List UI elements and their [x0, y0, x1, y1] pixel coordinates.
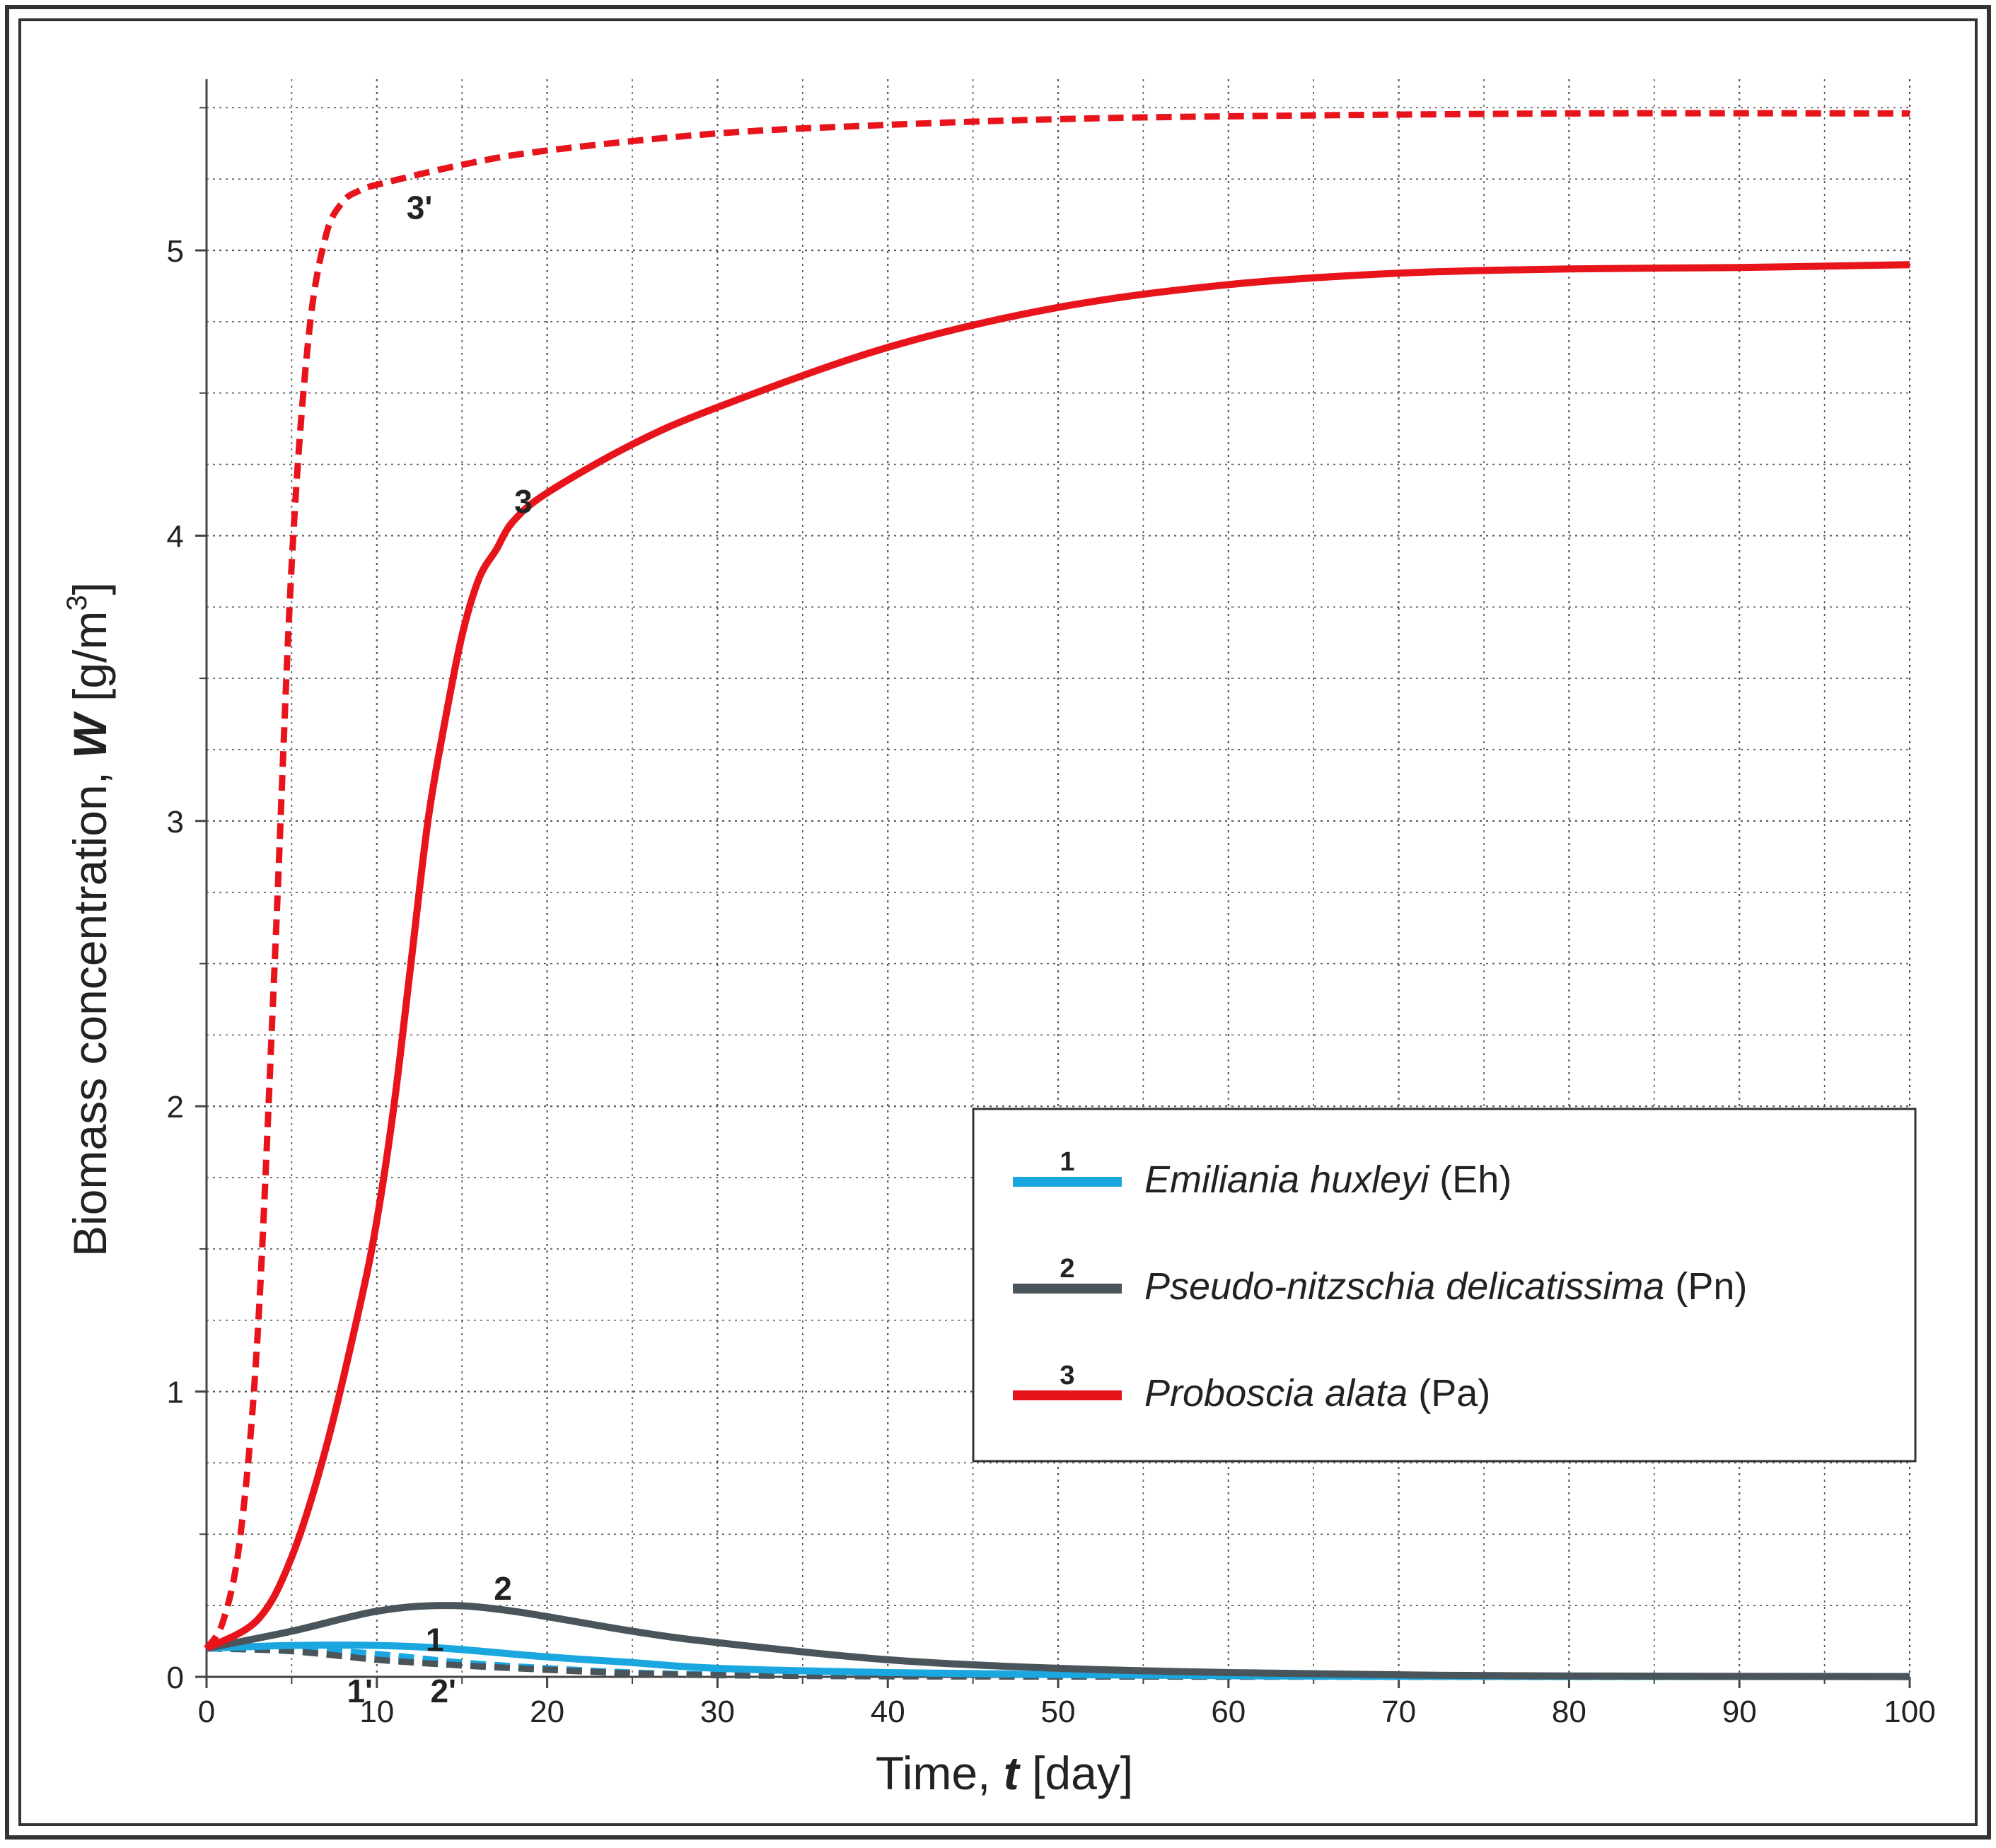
x-axis-label-var: t [1004, 1747, 1021, 1799]
curve-label: 1 [426, 1622, 444, 1658]
x-tick-label: 40 [871, 1695, 905, 1729]
x-axis-label-unit: [day] [1019, 1747, 1133, 1799]
y-axis-label-sup: 3 [62, 595, 93, 610]
y-axis-label-var: W [64, 711, 116, 759]
x-tick-label: 90 [1722, 1695, 1757, 1729]
y-tick-label: 1 [167, 1376, 184, 1410]
y-axis-label-close: ] [64, 582, 116, 595]
x-tick-label: 0 [198, 1695, 215, 1729]
y-tick-label: 2 [167, 1090, 184, 1125]
y-tick-label: 0 [167, 1661, 184, 1695]
x-tick-label: 20 [530, 1695, 564, 1729]
legend-num-1: 1 [1060, 1147, 1074, 1177]
x-tick-label: 50 [1041, 1695, 1076, 1729]
legend-label-1: Emiliania huxleyi (Eh) [1144, 1158, 1511, 1201]
inner-border [18, 18, 1978, 1826]
legend-num-3: 3 [1060, 1361, 1074, 1390]
x-axis-label: Time, t [day] [876, 1747, 1133, 1799]
legend-label-3: Proboscia alata (Pa) [1144, 1372, 1490, 1414]
series-line-3-prime [204, 110, 1910, 1651]
curve-label: 3' [407, 190, 433, 226]
y-tick-label: 3 [167, 805, 184, 839]
y-axis-label-text: Biomass concentration, [64, 759, 116, 1257]
y-tick-label: 4 [167, 519, 184, 554]
legend: 1 Emiliania huxleyi (Eh) 2 Pseudo-nitzsc… [972, 1108, 1917, 1463]
series [204, 110, 1910, 1680]
legend-box [972, 1108, 1917, 1463]
curve-label: 1' [347, 1673, 373, 1709]
x-tick-label: 100 [1884, 1695, 1935, 1729]
x-tick-label: 80 [1552, 1695, 1586, 1729]
y-axis-label-unit: [g/m [64, 611, 116, 715]
legend-label-2: Pseudo-nitzschia delicatissima (Pn) [1144, 1265, 1747, 1308]
x-tick-label: 10 [359, 1695, 394, 1729]
curve-label: 2' [430, 1673, 456, 1709]
curve-label: 3 [514, 483, 533, 520]
x-tick-label: 60 [1211, 1695, 1246, 1729]
x-axis-label-text: Time, [876, 1747, 1004, 1799]
series-line-2 [206, 1602, 1910, 1680]
curve-label: 2 [494, 1570, 512, 1607]
outer-border [5, 5, 1991, 1840]
y-tick-label: 5 [167, 234, 184, 269]
x-tick-label: 70 [1381, 1695, 1416, 1729]
x-tick-label: 30 [700, 1695, 735, 1729]
legend-num-2: 2 [1060, 1254, 1074, 1284]
annotations: 3' 3 2 1 1' 2' [347, 190, 532, 1710]
y-axis-label: Biomass concentration, W [g/m3] [62, 582, 116, 1257]
series-line-3 [204, 261, 1910, 1652]
